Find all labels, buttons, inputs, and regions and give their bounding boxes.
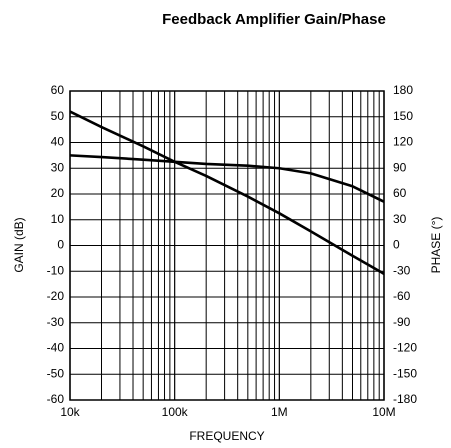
chart-title: Feedback Amplifier Gain/Phase [162, 11, 386, 28]
x-axis-label: FREQUENCY [189, 429, 264, 443]
line [69, 110, 385, 275]
x-tick-label: 10k [60, 405, 80, 419]
y2-tick-label: 0 [393, 238, 400, 252]
y-axis-label: GAIN (dB) [12, 217, 26, 272]
y-tick-label: 30 [51, 160, 65, 174]
y-tick-label: 60 [51, 83, 65, 97]
y2-tick-label: -30 [393, 263, 411, 277]
y-tick-label: 40 [51, 135, 65, 149]
x-tick-label: 10M [372, 405, 395, 419]
y2-tick-label: -60 [393, 289, 411, 303]
x-tick-label: 1M [271, 405, 288, 419]
y2-tick-label: -90 [393, 315, 411, 329]
y-tick-label: -20 [47, 289, 65, 303]
y2-axis-label: PHASE (°) [429, 217, 443, 274]
y-tick-label: -10 [47, 263, 65, 277]
y2-tick-label: 150 [393, 109, 413, 123]
y-tick-label: 0 [57, 238, 64, 252]
y2-tick-label: -180 [393, 392, 417, 406]
y-tick-label: -40 [47, 341, 65, 355]
y-tick-label: 10 [51, 212, 65, 226]
y2-tick-label: 30 [393, 212, 407, 226]
y2-tick-label: 180 [393, 83, 413, 97]
plot-frame [69, 90, 385, 401]
y-tick-label: -50 [47, 366, 65, 380]
y2-tick-label: -120 [393, 341, 417, 355]
y-tick-label: -30 [47, 315, 65, 329]
y2-tick-label: -150 [393, 366, 417, 380]
x-tick-label: 100k [162, 405, 189, 419]
y-tick-label: 20 [51, 186, 65, 200]
y-tick-label: 50 [51, 109, 65, 123]
line [69, 154, 385, 203]
y2-tick-label: 90 [393, 160, 407, 174]
y-tick-label: -60 [47, 392, 65, 406]
y2-tick-label: 120 [393, 135, 413, 149]
y2-tick-label: 60 [393, 186, 407, 200]
